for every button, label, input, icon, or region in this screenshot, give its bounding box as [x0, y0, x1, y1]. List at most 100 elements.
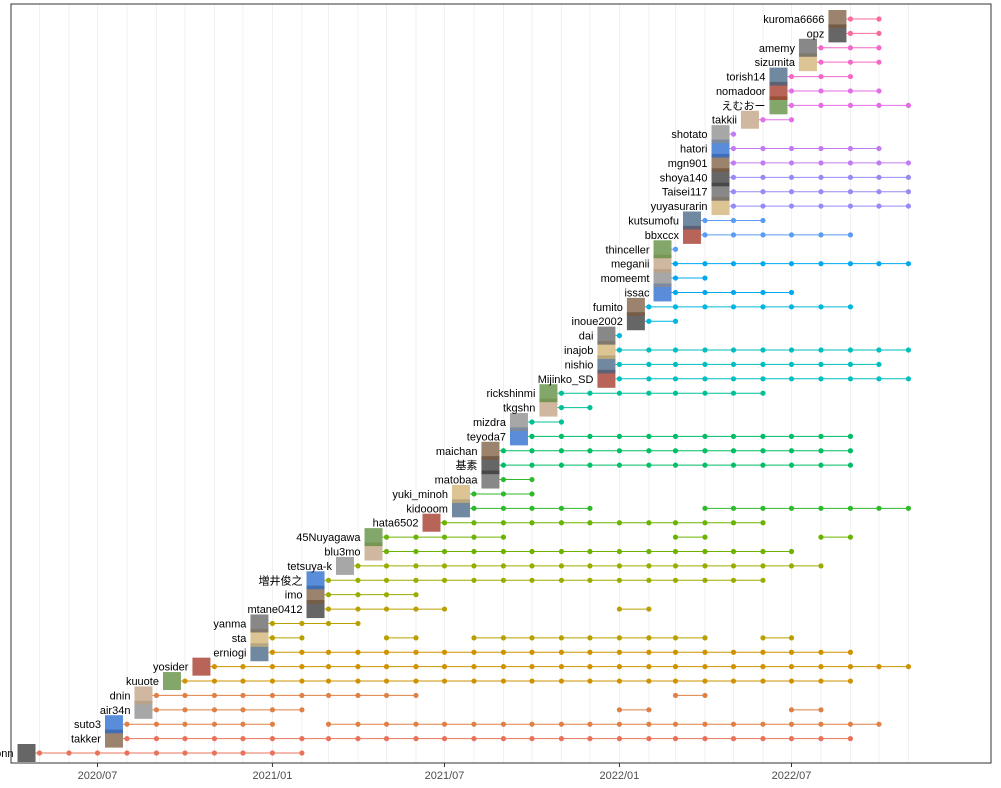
x-axis: 2020/07 2021/01 2021/07 2022/01 2022/07 — [78, 763, 811, 782]
avatar-icon — [711, 125, 730, 144]
user-label: udonn — [0, 748, 14, 760]
activity-point — [355, 649, 361, 655]
activity-point — [558, 563, 565, 569]
activity-point — [587, 448, 593, 454]
avatar-icon — [653, 254, 672, 273]
activity-point — [876, 30, 882, 36]
avatar-icon — [711, 197, 730, 216]
user-label: matobaa — [435, 475, 479, 487]
activity-point — [760, 376, 766, 382]
activity-point — [672, 678, 679, 684]
activity-point — [730, 232, 737, 238]
activity-point — [760, 203, 766, 209]
user-row: hata6502 — [373, 513, 766, 532]
activity-point — [672, 692, 679, 699]
activity-point — [876, 261, 882, 267]
avatar-icon — [626, 297, 645, 316]
activity-point — [646, 304, 652, 310]
user-label: imo — [285, 590, 303, 602]
activity-point — [730, 548, 737, 555]
activity-point — [558, 721, 565, 727]
user-row: mtane0412 — [247, 600, 652, 619]
activity-point — [529, 664, 535, 670]
activity-point — [760, 361, 766, 368]
activity-point — [529, 505, 535, 511]
activity-point — [702, 520, 708, 526]
avatar-icon — [162, 672, 181, 691]
activity-point — [646, 318, 652, 324]
activity-point — [299, 736, 305, 742]
activity-point — [760, 232, 766, 238]
avatar-icon — [422, 513, 441, 532]
activity-point — [818, 563, 824, 569]
activity-point — [788, 736, 795, 742]
activity-point — [616, 462, 623, 468]
activity-point — [299, 649, 305, 655]
activity-point — [383, 721, 390, 727]
activity-point — [818, 160, 824, 166]
avatar-icon — [539, 384, 558, 403]
activity-point — [325, 649, 332, 655]
x-tick-label: 2020/07 — [78, 770, 118, 782]
activity-point — [413, 678, 419, 684]
avatar-icon — [134, 700, 153, 719]
plot-border — [10, 3, 992, 764]
activity-point — [413, 692, 419, 699]
activity-point — [788, 232, 795, 238]
activity-point — [818, 721, 824, 727]
activity-point — [672, 304, 679, 310]
avatar-icon — [798, 53, 817, 72]
activity-point — [788, 635, 795, 641]
activity-point — [847, 505, 854, 511]
activity-point — [788, 433, 795, 439]
activity-point — [646, 707, 652, 713]
activity-point — [847, 160, 854, 166]
avatar-icon — [17, 744, 36, 762]
activity-point — [616, 563, 623, 569]
avatar-icon — [682, 225, 701, 244]
activity-point — [730, 577, 737, 583]
activity-point — [702, 563, 708, 569]
user-row: opz — [807, 24, 882, 43]
activity-point — [702, 390, 708, 396]
activity-point — [529, 577, 535, 583]
activity-point — [788, 361, 795, 368]
activity-point — [672, 563, 679, 569]
activity-point — [818, 736, 824, 742]
user-row: bbxccx — [645, 225, 854, 244]
activity-point — [558, 664, 565, 670]
activity-point — [730, 347, 737, 353]
activity-point — [616, 635, 623, 641]
avatar-icon — [250, 643, 269, 662]
activity-point — [672, 347, 679, 353]
user-label: 45Nuyagawa — [296, 532, 361, 544]
user-row: rickshinmi — [487, 384, 766, 403]
activity-point — [646, 376, 652, 382]
activity-point — [529, 548, 535, 555]
user-label: meganii — [611, 259, 650, 271]
activity-point — [730, 289, 737, 296]
user-row: dai — [579, 326, 623, 345]
activity-point — [471, 577, 477, 583]
user-label: yuyasurarin — [651, 201, 708, 213]
activity-point — [616, 649, 623, 655]
activity-point — [587, 404, 593, 411]
activity-point — [788, 289, 795, 296]
activity-point — [702, 376, 708, 382]
activity-point — [760, 577, 766, 583]
user-row: sizumita — [755, 53, 882, 72]
activity-point — [646, 520, 652, 526]
activity-point — [818, 433, 824, 439]
activity-point — [672, 577, 679, 583]
activity-point — [847, 347, 854, 353]
activity-point — [702, 289, 708, 296]
activity-point — [471, 563, 477, 569]
activity-point — [240, 707, 246, 713]
user-label: nomadoor — [716, 86, 766, 98]
user-label: mgn901 — [668, 158, 708, 170]
activity-point — [876, 203, 882, 209]
user-row: momeemt — [601, 269, 708, 288]
activity-point — [500, 635, 507, 641]
activity-point — [702, 217, 708, 224]
avatar-icon — [769, 67, 788, 86]
